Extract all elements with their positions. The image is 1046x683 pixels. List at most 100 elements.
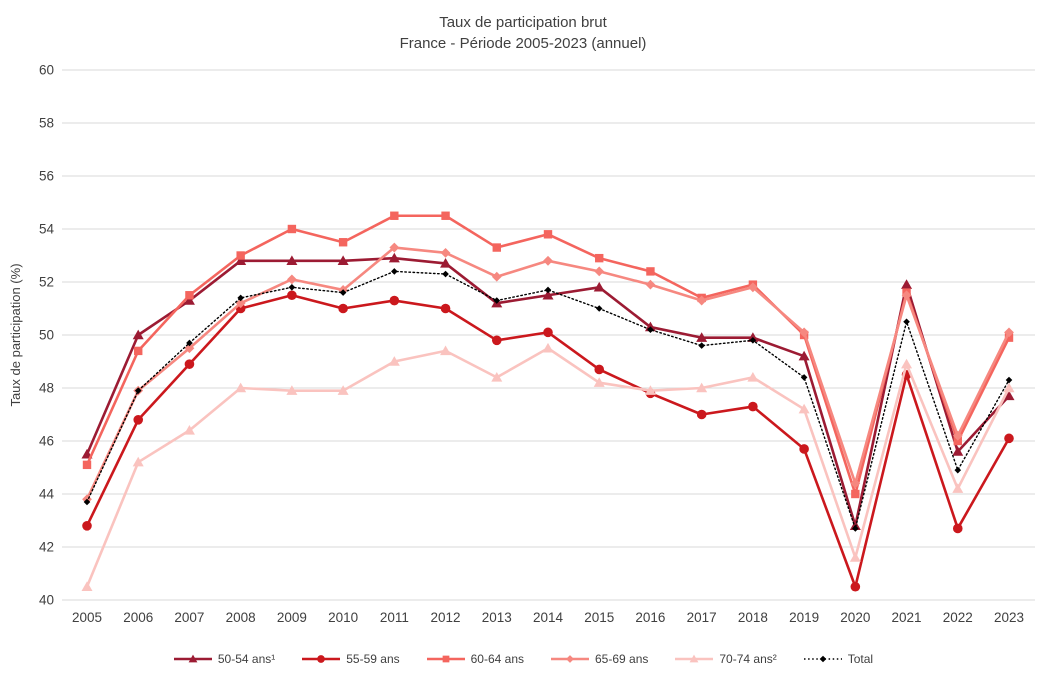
data-point-marker xyxy=(235,255,247,265)
data-point-marker xyxy=(491,271,502,282)
data-point-marker xyxy=(338,238,348,247)
data-point-marker xyxy=(188,654,198,663)
y-tick-label: 56 xyxy=(39,169,54,184)
data-point-marker xyxy=(798,350,810,361)
data-point-marker xyxy=(594,364,605,375)
data-point-marker xyxy=(1005,376,1013,384)
x-tick-label: 2021 xyxy=(892,610,922,625)
data-point-marker xyxy=(748,401,758,412)
legend-marker-icon xyxy=(551,655,589,663)
x-axis-tick-labels: 2005 2006 2007 2008 2009 2010 2011 2012 2013 2014… xyxy=(72,610,1024,625)
data-point-marker xyxy=(689,654,699,663)
x-tick-label: 2015 xyxy=(584,610,614,625)
data-point-marker xyxy=(286,255,298,265)
x-tick-label: 2008 xyxy=(226,610,256,625)
data-point-marker xyxy=(82,460,92,470)
data-point-marker xyxy=(184,359,195,369)
data-point-marker xyxy=(440,258,452,268)
data-point-marker xyxy=(491,335,502,346)
data-point-marker xyxy=(235,382,247,393)
data-point-marker xyxy=(850,478,861,489)
y-axis-tick-labels: 40 42 44 46 48 50 52 54 56 58 60 xyxy=(39,63,55,608)
data-point-marker xyxy=(441,211,450,220)
data-point-marker xyxy=(132,329,144,340)
data-point-marker xyxy=(389,295,400,306)
data-point-marker xyxy=(851,489,860,499)
legend: 50-54 ans¹ 55-59 ans 60-64 ans 65-69 ans 70-… xyxy=(0,652,1046,666)
data-point-marker xyxy=(493,297,501,304)
y-tick-label: 40 xyxy=(39,593,54,608)
legend-item-label: 50-54 ans¹ xyxy=(217,652,276,666)
gridlines xyxy=(62,69,1035,601)
data-point-marker xyxy=(747,372,759,382)
legend-marker-icon xyxy=(803,655,842,663)
legend-item: 70-74 ans² xyxy=(674,652,777,666)
y-tick-label: 48 xyxy=(39,381,54,396)
data-point-marker xyxy=(186,339,193,347)
data-point-marker xyxy=(543,255,553,266)
data-point-marker xyxy=(593,377,605,387)
data-point-marker xyxy=(819,655,827,663)
data-point-marker xyxy=(288,284,296,291)
x-tick-label: 2019 xyxy=(789,610,819,625)
data-point-marker xyxy=(492,243,501,252)
data-point-marker xyxy=(1003,390,1015,401)
data-point-marker xyxy=(440,247,451,258)
data-point-marker xyxy=(696,332,708,342)
data-point-marker xyxy=(133,415,144,425)
data-point-marker xyxy=(442,655,449,663)
data-point-marker xyxy=(849,552,861,562)
data-point-marker xyxy=(286,385,298,395)
data-point-marker xyxy=(696,409,707,420)
data-series xyxy=(81,211,1015,592)
data-point-marker xyxy=(749,337,757,344)
data-point-marker xyxy=(440,345,452,356)
legend-item: 60-64 ans xyxy=(426,652,524,666)
x-tick-label: 2023 xyxy=(994,610,1024,625)
data-point-marker xyxy=(595,305,603,312)
x-tick-label: 2011 xyxy=(380,610,409,625)
data-point-marker xyxy=(696,295,707,306)
x-tick-label: 2017 xyxy=(687,610,717,625)
y-tick-label: 42 xyxy=(39,540,54,555)
y-tick-label: 54 xyxy=(39,222,55,237)
y-tick-label: 58 xyxy=(39,116,54,131)
data-point-marker xyxy=(542,289,554,300)
data-point-marker xyxy=(799,327,810,338)
data-point-marker xyxy=(287,290,297,301)
x-tick-label: 2009 xyxy=(277,610,307,625)
data-point-marker xyxy=(286,274,297,285)
data-point-marker xyxy=(901,279,913,289)
data-point-marker xyxy=(134,346,143,356)
data-point-marker xyxy=(698,342,705,349)
legend-item-label: 55-59 ans xyxy=(346,652,400,666)
data-point-marker xyxy=(337,255,349,265)
data-point-marker xyxy=(184,343,195,354)
data-point-marker xyxy=(593,281,605,292)
data-point-marker xyxy=(83,498,91,506)
chart-title: Taux de participation brut xyxy=(439,14,607,31)
data-point-marker xyxy=(595,253,604,263)
data-point-marker xyxy=(1004,333,1014,342)
data-point-marker xyxy=(237,294,244,302)
x-tick-label: 2007 xyxy=(174,610,204,625)
data-point-marker xyxy=(953,436,962,446)
data-point-marker xyxy=(317,655,326,663)
y-tick-label: 46 xyxy=(39,434,54,449)
data-point-marker xyxy=(594,266,605,277)
legend-item-label: 70-74 ans² xyxy=(719,652,777,666)
data-point-marker xyxy=(543,230,553,239)
x-tick-label: 2022 xyxy=(943,610,973,625)
series-55-59-ans xyxy=(82,290,1014,592)
series-line xyxy=(85,246,1011,501)
data-point-marker xyxy=(338,303,348,314)
chart-title-block: Taux de participation brut France - Péri… xyxy=(0,12,1046,54)
data-point-marker xyxy=(544,286,552,294)
data-point-marker xyxy=(952,483,964,493)
data-point-marker xyxy=(440,303,451,314)
data-point-marker xyxy=(952,523,963,534)
data-point-marker xyxy=(81,581,93,591)
x-tick-label: 2012 xyxy=(431,610,461,625)
